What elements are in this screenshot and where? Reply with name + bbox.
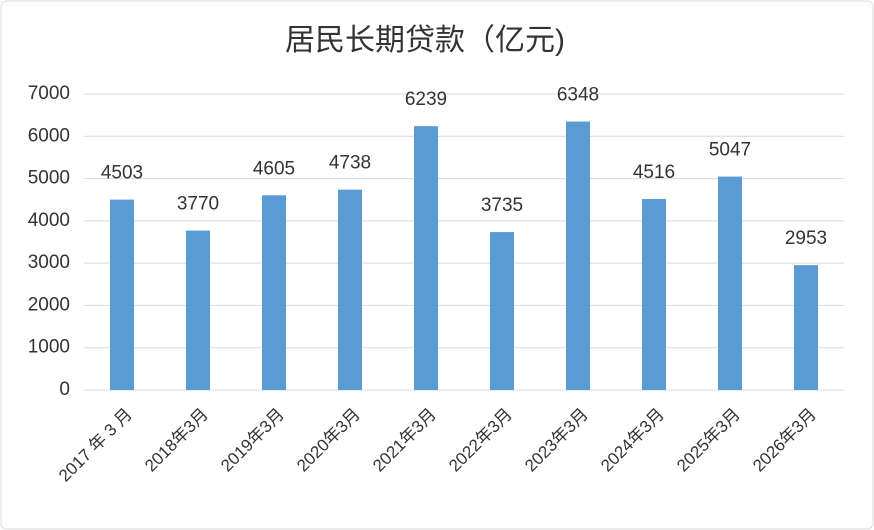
bar <box>338 189 362 390</box>
bar <box>794 265 818 390</box>
data-label: 6239 <box>405 89 447 110</box>
data-label: 4516 <box>633 162 675 183</box>
bar <box>110 199 134 390</box>
data-label: 3770 <box>177 194 219 215</box>
data-label: 4738 <box>329 153 371 174</box>
y-tick-label: 4000 <box>28 210 70 231</box>
bar <box>186 230 210 390</box>
bar <box>642 199 666 390</box>
data-label: 2953 <box>785 228 827 249</box>
y-tick-label: 3000 <box>28 252 70 273</box>
data-label: 3735 <box>481 195 523 216</box>
bar <box>490 232 514 390</box>
y-tick-label: 1000 <box>28 337 70 358</box>
chart-title: 居民长期贷款（亿元) <box>285 24 565 57</box>
bar <box>566 121 590 390</box>
y-tick-label: 0 <box>59 379 70 400</box>
y-tick-label: 5000 <box>28 168 70 189</box>
bar <box>414 126 438 390</box>
y-tick-label: 2000 <box>28 294 70 315</box>
data-label: 4503 <box>101 163 143 184</box>
y-tick-label: 6000 <box>28 125 70 146</box>
data-label: 5047 <box>709 140 751 161</box>
bar <box>262 195 286 390</box>
data-label: 6348 <box>557 85 599 106</box>
bar <box>718 176 742 390</box>
y-tick-label: 7000 <box>28 83 70 104</box>
data-label: 4605 <box>253 158 295 179</box>
